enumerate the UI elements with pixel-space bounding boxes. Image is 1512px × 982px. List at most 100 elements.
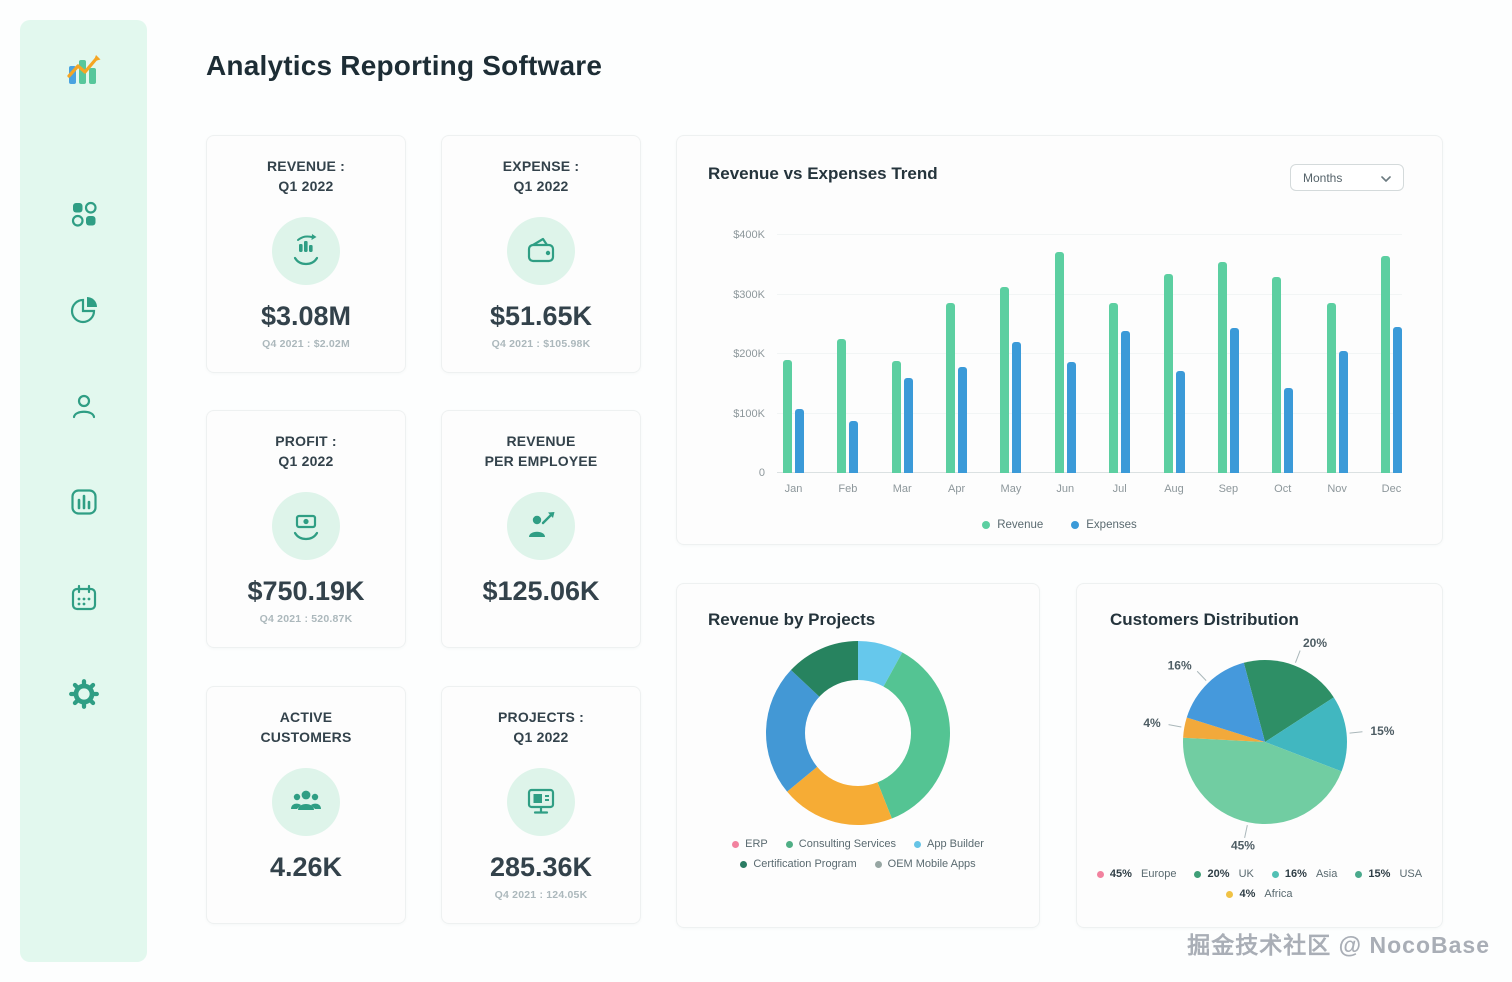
legend-item-revenue[interactable]: Revenue (982, 519, 1043, 531)
bar-revenue-jan[interactable] (783, 359, 792, 473)
bars (1163, 235, 1185, 473)
bar-groups: Jan Feb Mar Apr May Jun Jul Aug Sep Oct Nov Dec (783, 235, 1402, 495)
legend-item-app-builder[interactable]: App Builder (913, 838, 984, 850)
customers-group-icon (272, 767, 340, 836)
bar-group-feb: Feb (837, 235, 859, 495)
bar-group-jan: Jan (783, 235, 804, 495)
x-axis-tick: Jan (784, 483, 803, 495)
bars (1000, 235, 1022, 473)
pie-slice-usa[interactable] (1264, 697, 1347, 772)
legend-item-oem-mobile-apps[interactable]: OEM Mobile Apps (874, 858, 976, 870)
bar-revenue-aug[interactable] (1163, 273, 1173, 473)
customers-title: Customers Distribution (1110, 610, 1299, 629)
kpi-card-expense: EXPENSE : Q1 2022 $51.65K Q4 2021 : $105… (441, 135, 641, 373)
bar-revenue-dec[interactable] (1380, 255, 1390, 473)
pie-slice-europe[interactable] (1182, 737, 1342, 824)
sidebar-nav (67, 197, 101, 711)
settings-icon[interactable] (67, 677, 101, 711)
bars (783, 235, 804, 473)
legend-label: USA (1396, 868, 1423, 880)
kpi-subtitle: Q4 2021 : $105.98K (491, 337, 591, 350)
bar-revenue-nov[interactable] (1326, 303, 1336, 473)
legend-item-erp[interactable]: ERP (732, 838, 768, 850)
bar-expenses-aug[interactable] (1175, 370, 1185, 473)
app-logo-icon[interactable] (61, 46, 107, 97)
pie-slice-africa[interactable] (1182, 717, 1265, 742)
pie-slice-uk[interactable] (1243, 660, 1334, 742)
pie-pct-label-africa: 4% (1143, 716, 1161, 730)
kpi-card-active-customers: ACTIVE CUSTOMERS 4.26K (206, 686, 406, 924)
legend-label: Consulting Services (798, 838, 896, 850)
legend-item-expenses[interactable]: Expenses (1071, 519, 1137, 531)
trend-plot: 0 $100K $200K $300K $400K Jan Feb Mar Apr May Jun J… (733, 229, 1402, 495)
projects-monitor-icon (507, 767, 575, 836)
bar-group-aug: Aug (1163, 235, 1185, 495)
bar-expenses-mar[interactable] (903, 377, 913, 473)
customers-legend: 45% Europe 20% UK 16% Asia 15% USA 4% Africa (1091, 868, 1428, 900)
trend-header: Revenue vs Expenses Trend Months (677, 136, 1442, 191)
legend-item-usa[interactable]: 15% USA (1355, 868, 1422, 880)
bar-revenue-jun[interactable] (1054, 251, 1064, 473)
legend-label: App Builder (926, 838, 984, 850)
x-axis-tick: Sep (1218, 483, 1239, 495)
user-icon[interactable] (67, 389, 101, 423)
legend-dot-icon (1271, 870, 1279, 878)
bar-expenses-jun[interactable] (1066, 361, 1076, 473)
pie-pct-label-usa: 15% (1370, 724, 1394, 738)
kpi-card-profit: PROFIT : Q1 2022 $750.19K Q4 2021 : 520.… (206, 410, 406, 648)
bar-expenses-oct[interactable] (1284, 387, 1294, 473)
dropdown-value: Months (1303, 170, 1343, 185)
kpi-subtitle: Q4 2021 : 520.87K (259, 612, 353, 625)
bar-group-jul: Jul (1109, 235, 1131, 495)
bar-expenses-feb[interactable] (849, 421, 859, 473)
bar-expenses-jan[interactable] (795, 409, 804, 473)
hand-money-icon (272, 491, 340, 560)
pie-label-line (1167, 724, 1181, 728)
kpi-value: $51.65K (489, 300, 593, 331)
gridline (777, 412, 1402, 414)
bar-group-oct: Oct (1272, 235, 1294, 495)
legend-label: UK (1235, 868, 1254, 880)
bar-chart-icon[interactable] (67, 485, 101, 519)
legend-label: Revenue (997, 519, 1044, 531)
bar-revenue-may[interactable] (1000, 286, 1010, 473)
bar-expenses-sep[interactable] (1229, 327, 1239, 473)
pie-slice-asia[interactable] (1186, 662, 1265, 742)
kpi-card-projects: PROJECTS : Q1 2022 285.36K Q4 2021 : 124… (441, 686, 641, 924)
pie-chart-icon[interactable] (67, 293, 101, 327)
legend-dot-icon (1194, 870, 1202, 878)
legend-item-asia[interactable]: 16% Asia (1271, 868, 1337, 880)
kpi-value: $125.06K (482, 575, 600, 606)
bar-expenses-may[interactable] (1012, 342, 1022, 473)
bar-revenue-oct[interactable] (1272, 276, 1282, 473)
legend-item-uk[interactable]: 20% UK (1194, 868, 1254, 880)
kpi-value: 4.26K (269, 851, 343, 882)
bar-expenses-jul[interactable] (1121, 331, 1131, 473)
legend-item-certification-program[interactable]: Certification Program (740, 858, 857, 870)
legend-dot-icon (913, 840, 921, 848)
bar-expenses-apr[interactable] (958, 367, 968, 473)
legend-item-europe[interactable]: 45% Europe (1096, 868, 1176, 880)
sidebar (20, 20, 147, 962)
bar-revenue-apr[interactable] (946, 303, 956, 473)
x-axis-tick: May (1000, 483, 1022, 495)
legend-item-africa[interactable]: 4% Africa (1226, 888, 1293, 900)
calendar-icon[interactable] (67, 581, 101, 615)
x-axis-tick: Dec (1381, 483, 1402, 495)
legend-label: Certification Program (753, 858, 857, 870)
bar-revenue-jul[interactable] (1109, 302, 1119, 473)
x-axis-tick: Feb (838, 483, 858, 495)
bar-revenue-sep[interactable] (1217, 261, 1227, 473)
hand-chart-icon (272, 216, 340, 285)
kpi-title: REVENUE : Q1 2022 (266, 158, 346, 195)
projects-legend: ERP Consulting Services App Builder Certifi… (691, 838, 1025, 870)
bar-expenses-nov[interactable] (1338, 351, 1348, 473)
bar-revenue-mar[interactable] (891, 361, 901, 473)
customers-pie-chart: 20% 15% 45% 4% 16% (1143, 636, 1394, 853)
bar-expenses-dec[interactable] (1392, 327, 1402, 473)
legend-item-consulting-services[interactable]: Consulting Services (785, 838, 896, 850)
months-dropdown[interactable]: Months (1290, 164, 1404, 191)
bar-revenue-feb[interactable] (837, 339, 847, 473)
pie-pct-label-asia: 16% (1167, 658, 1191, 672)
dashboard-icon[interactable] (67, 197, 101, 231)
